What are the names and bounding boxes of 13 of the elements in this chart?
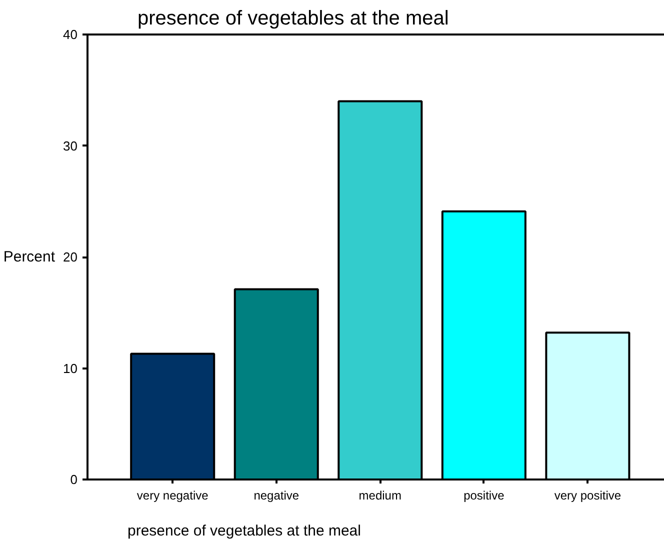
y-tick-label: 40 (63, 27, 78, 42)
y-axis-title: Percent (3, 248, 56, 266)
y-tick-label: 30 (63, 138, 78, 154)
y-tick-label: 10 (63, 360, 78, 376)
y-tick-label: 20 (63, 250, 78, 264)
x-tick-label: very positive (554, 488, 622, 502)
x-tick-label: very negative (136, 488, 209, 502)
x-tick-label: medium (358, 488, 402, 502)
x-tick-label: positive (464, 488, 505, 502)
x-tick-label: negative (254, 488, 300, 502)
x-axis-title: presence of vegetables at the meal (128, 522, 361, 540)
chart-title: presence of vegetables at the meal (138, 8, 449, 30)
y-tick-label: 0 (70, 472, 78, 487)
